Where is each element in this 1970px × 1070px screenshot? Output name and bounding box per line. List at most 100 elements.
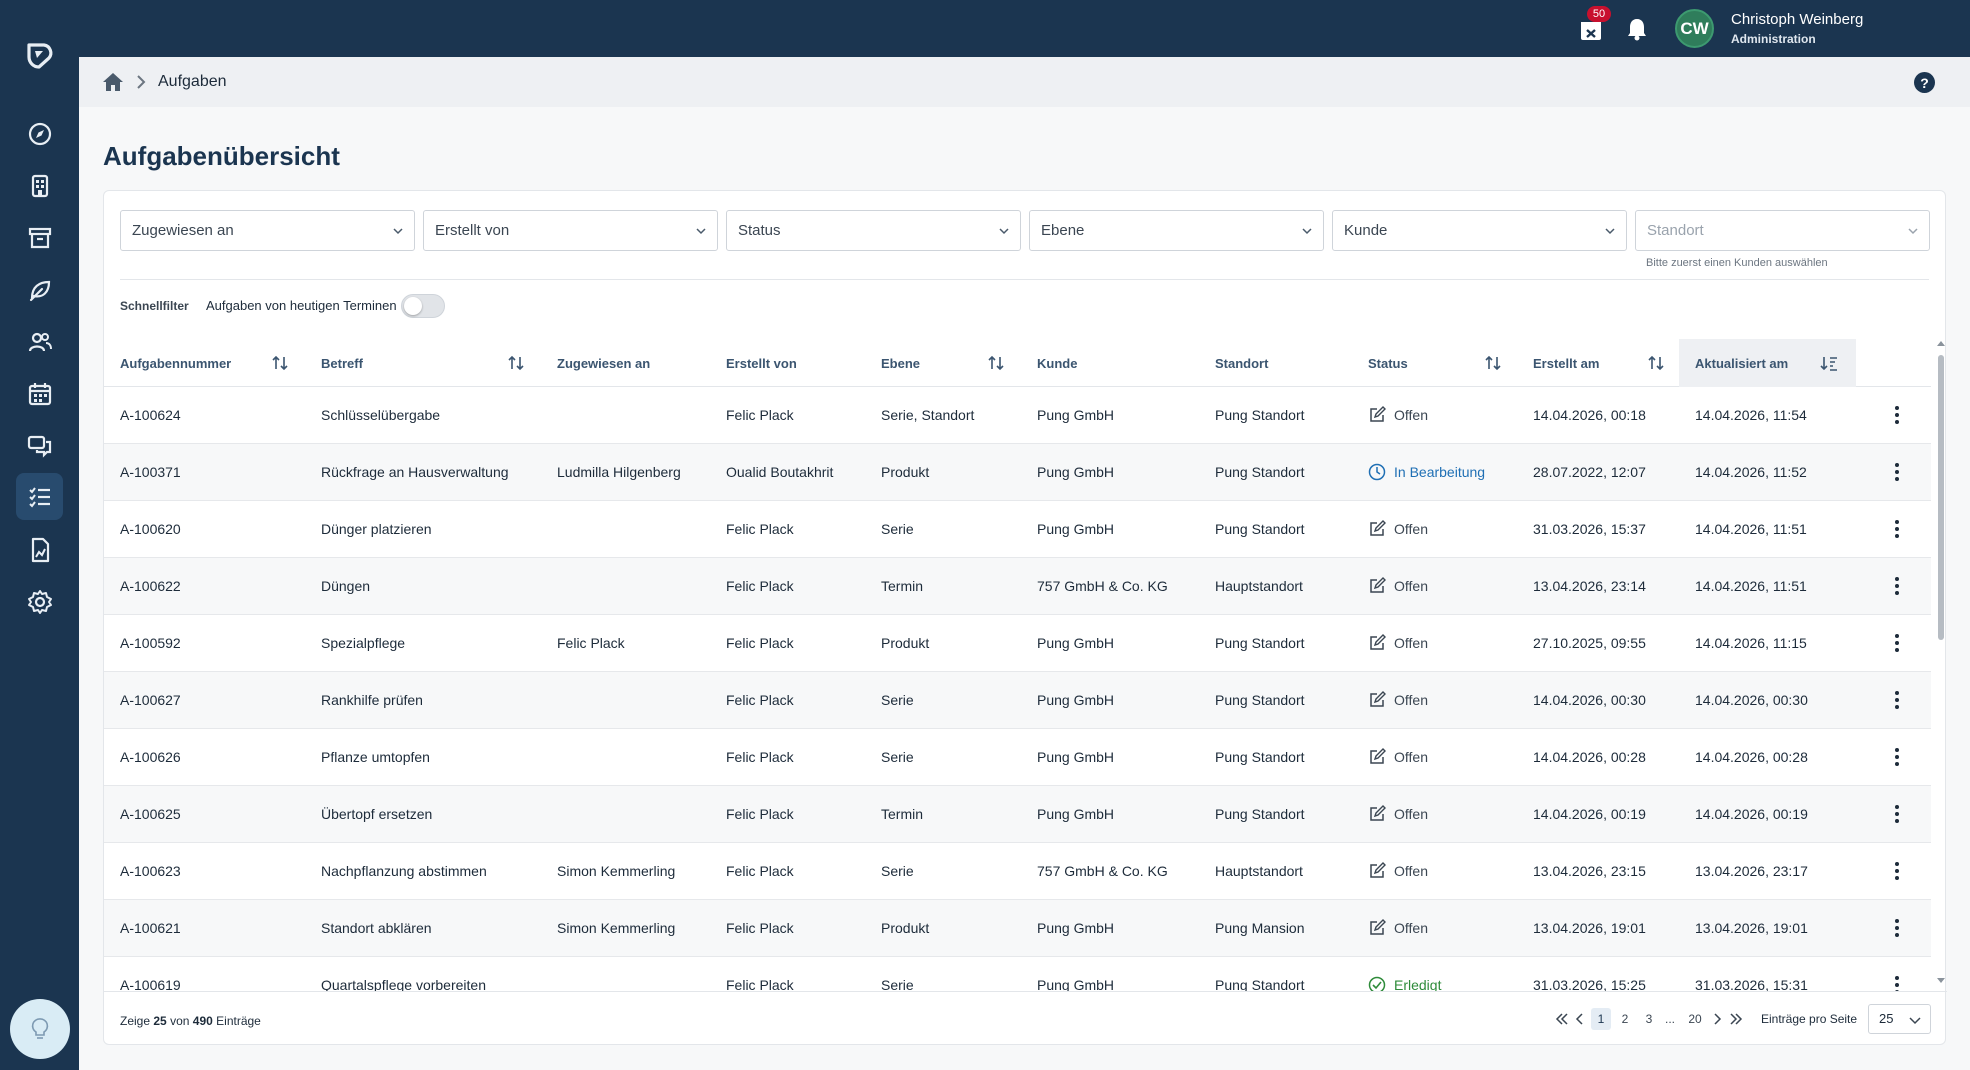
col-aufgabennummer[interactable]: Aufgabennummer <box>120 355 232 371</box>
scrollbar-thumb[interactable] <box>1938 355 1944 640</box>
sidebar <box>0 0 79 1070</box>
chevron-down-icon <box>1302 228 1312 235</box>
edit-icon <box>1370 862 1386 878</box>
more-options-icon[interactable] <box>1893 804 1901 824</box>
filter-status[interactable]: Status <box>726 210 1021 251</box>
cell-kunde: Pung GmbH <box>1037 692 1115 708</box>
table-row[interactable]: A-100592 Spezialpflege Felic Plack Felic… <box>104 615 1931 672</box>
sort-icon[interactable] <box>1647 354 1665 372</box>
bell-icon[interactable] <box>1624 16 1650 42</box>
status-badge: Offen <box>1368 672 1428 728</box>
calendar-overdue-icon[interactable] <box>1578 17 1604 43</box>
scroll-down-icon[interactable] <box>1936 975 1946 985</box>
more-options-icon[interactable] <box>1893 747 1901 767</box>
page-2[interactable]: 2 <box>1621 1012 1629 1026</box>
sidebar-item-settings[interactable] <box>16 578 63 625</box>
table-scrollbar[interactable] <box>1936 339 1946 989</box>
more-options-icon[interactable] <box>1893 690 1901 710</box>
quickfilter-toggle[interactable] <box>401 294 445 318</box>
home-icon[interactable] <box>102 72 124 92</box>
table-row[interactable]: A-100622 Düngen Felic Plack Termin 757 G… <box>104 558 1931 615</box>
page-3[interactable]: 3 <box>1645 1012 1653 1026</box>
help-button[interactable]: ? <box>1914 72 1935 93</box>
cell-ebene: Termin <box>881 806 924 822</box>
cell-erstellt-am: 13.04.2026, 19:01 <box>1533 920 1646 936</box>
filter-placeholder: Erstellt von <box>435 222 510 239</box>
more-options-icon[interactable] <box>1893 576 1901 596</box>
cell-betreff: Übertopf ersetzen <box>321 806 433 822</box>
sidebar-item-messages[interactable] <box>16 422 63 469</box>
clock-icon <box>1368 463 1386 481</box>
col-aktualisiert-am[interactable]: Aktualisiert am <box>1679 339 1856 387</box>
cell-aktualisiert-am: 14.04.2026, 00:30 <box>1695 692 1808 708</box>
table-row[interactable]: A-100625 Übertopf ersetzen Felic Plack T… <box>104 786 1931 843</box>
cell-erstellt-am: 27.10.2025, 09:55 <box>1533 635 1646 651</box>
sort-icon[interactable] <box>1484 354 1502 372</box>
more-options-icon[interactable] <box>1893 861 1901 881</box>
status-text: Erledigt <box>1394 977 1442 991</box>
sidebar-item-contacts[interactable] <box>16 318 63 365</box>
check-circle-icon <box>1368 976 1386 991</box>
cell-erstellt-von: Felic Plack <box>726 407 794 423</box>
entries-info: Zeige 25 von 490 Einträge <box>120 1014 261 1028</box>
sidebar-item-tasks[interactable] <box>16 473 63 520</box>
sidebar-item-plants[interactable] <box>16 266 63 313</box>
cell-aktualisiert-am: 31.03.2026, 15:31 <box>1695 977 1808 991</box>
more-options-icon[interactable] <box>1893 918 1901 938</box>
user-avatar[interactable]: CW <box>1675 9 1714 48</box>
prev-page-icon[interactable] <box>1574 1008 1586 1030</box>
filter-zugewiesen-an[interactable]: Zugewiesen an <box>120 210 415 251</box>
page-1[interactable]: 1 <box>1591 1008 1611 1030</box>
more-options-icon[interactable] <box>1893 975 1901 991</box>
more-options-icon[interactable] <box>1893 462 1901 482</box>
app-logo-icon[interactable] <box>24 40 54 70</box>
filter-ebene[interactable]: Ebene <box>1029 210 1324 251</box>
more-options-icon[interactable] <box>1893 519 1901 539</box>
table-row[interactable]: A-100623 Nachpflanzung abstimmen Simon K… <box>104 843 1931 900</box>
last-page-icon[interactable] <box>1728 1008 1744 1030</box>
col-betreff[interactable]: Betreff <box>321 355 363 371</box>
table-row[interactable]: A-100371 Rückfrage an Hausverwaltung Lud… <box>104 444 1931 501</box>
table-row[interactable]: A-100619 Quartalspflege vorbereiten Feli… <box>104 957 1931 991</box>
cell-erstellt-von: Felic Plack <box>726 863 794 879</box>
col-erstellt-am[interactable]: Erstellt am <box>1533 355 1600 371</box>
sidebar-item-reports[interactable] <box>16 526 63 573</box>
sidebar-item-buildings[interactable] <box>16 162 63 209</box>
standort-hint: Bitte zuerst einen Kunden auswählen <box>1646 257 1828 269</box>
status-badge: Erledigt <box>1368 957 1441 991</box>
filter-erstellt-von[interactable]: Erstellt von <box>423 210 718 251</box>
scroll-up-icon[interactable] <box>1936 339 1946 349</box>
status-badge: Offen <box>1368 558 1428 614</box>
user-name[interactable]: Christoph Weinberg <box>1731 11 1864 28</box>
table-row[interactable]: A-100620 Dünger platzieren Felic Plack S… <box>104 501 1931 558</box>
filter-kunde[interactable]: Kunde <box>1332 210 1627 251</box>
table-row[interactable]: A-100627 Rankhilfe prüfen Felic Plack Se… <box>104 672 1931 729</box>
col-status[interactable]: Status <box>1368 355 1408 371</box>
cell-ebene: Serie <box>881 863 914 879</box>
cell-erstellt-von: Felic Plack <box>726 920 794 936</box>
first-page-icon[interactable] <box>1554 1008 1570 1030</box>
sidebar-item-calendar[interactable] <box>16 370 63 417</box>
page-20[interactable]: 20 <box>1688 1012 1702 1026</box>
divider <box>120 279 1929 280</box>
col-ebene[interactable]: Ebene <box>881 355 921 371</box>
sort-icon[interactable] <box>271 354 289 372</box>
next-page-icon[interactable] <box>1711 1008 1723 1030</box>
status-text: Offen <box>1394 749 1428 765</box>
cell-kunde: 757 GmbH & Co. KG <box>1037 578 1168 594</box>
help-lightbulb-button[interactable] <box>10 999 70 1059</box>
per-page-select[interactable]: 25 <box>1868 1004 1931 1034</box>
table-row[interactable]: A-100624 Schlüsselübergabe Felic Plack S… <box>104 387 1931 444</box>
sort-icon[interactable] <box>987 354 1005 372</box>
sort-icon[interactable] <box>507 354 525 372</box>
sidebar-item-dashboard[interactable] <box>16 110 63 157</box>
filter-standort[interactable]: Standort <box>1635 210 1930 251</box>
table-row[interactable]: A-100626 Pflanze umtopfen Felic Plack Se… <box>104 729 1931 786</box>
more-options-icon[interactable] <box>1893 405 1901 425</box>
sort-descending-icon[interactable] <box>1820 354 1838 372</box>
top-bar <box>79 0 1970 57</box>
cell-standort: Pung Standort <box>1215 692 1305 708</box>
more-options-icon[interactable] <box>1893 633 1901 653</box>
sidebar-item-archive[interactable] <box>16 214 63 261</box>
table-row[interactable]: A-100621 Standort abklären Simon Kemmerl… <box>104 900 1931 957</box>
